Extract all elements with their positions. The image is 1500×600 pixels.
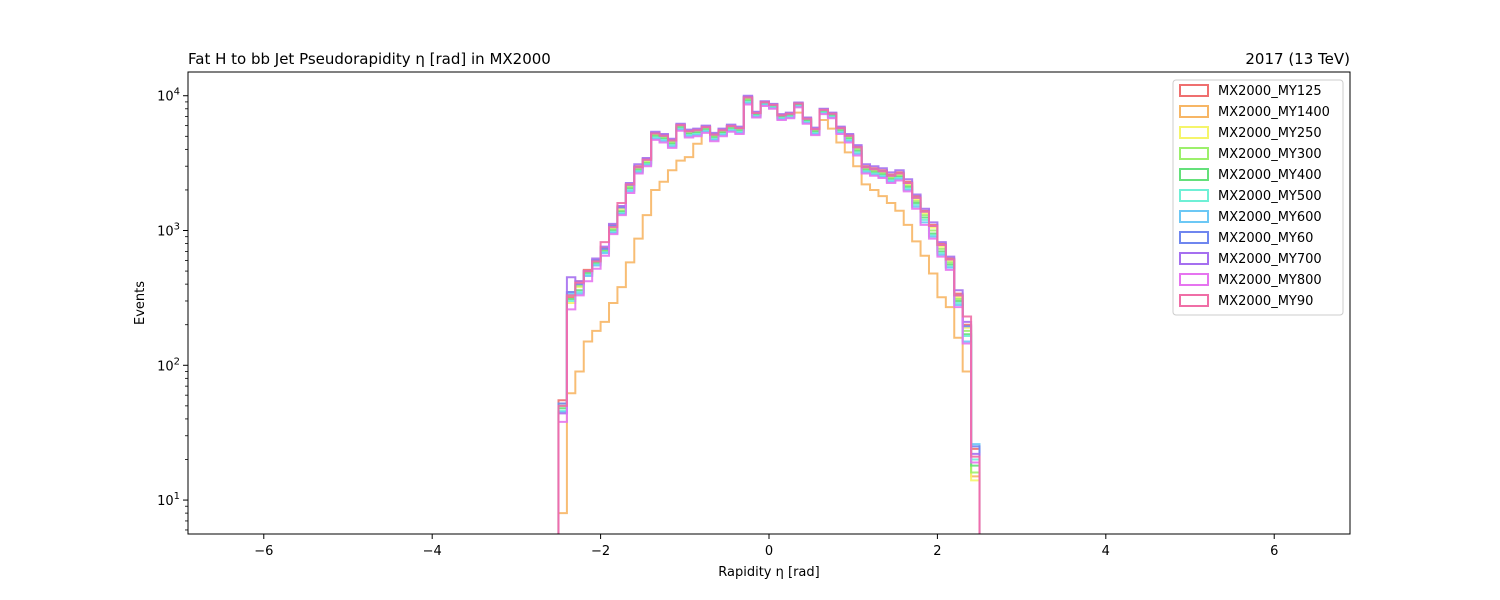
x-tick-label: −6	[254, 544, 273, 559]
y-tick-label: 101	[157, 491, 180, 509]
legend-swatch	[1179, 189, 1209, 202]
legend-label: MX2000_MY300	[1218, 147, 1322, 162]
y-axis-label: Events	[133, 281, 148, 325]
y-tick-exponent: 2	[174, 356, 180, 367]
x-tick-label: 2	[933, 544, 941, 559]
legend-swatch	[1179, 147, 1209, 160]
legend-box	[1172, 79, 1344, 316]
y-tick-exponent: 3	[174, 222, 180, 233]
legend-label: MX2000_MY600	[1218, 210, 1322, 225]
legend-label: MX2000_MY500	[1218, 189, 1322, 204]
x-axis: −6 −4 −2 0 2 4 6	[254, 534, 1278, 559]
legend-swatch	[1179, 273, 1209, 286]
legend-label: MX2000_MY700	[1218, 252, 1322, 267]
legend-swatch	[1179, 231, 1209, 244]
series-line-mx2000-my90	[557, 96, 981, 534]
chart-title-right: 2017 (13 TeV)	[1245, 50, 1350, 68]
legend-swatch	[1179, 105, 1209, 118]
legend: MX2000_MY125 MX2000_MY1400 MX2000_MY250 MX2…	[1172, 79, 1344, 316]
series-layer	[557, 94, 981, 534]
legend-label: MX2000_MY60	[1218, 231, 1313, 246]
legend-label: MX2000_MY125	[1218, 84, 1322, 99]
x-tick-label: 6	[1270, 544, 1278, 559]
legend-swatch	[1179, 252, 1209, 265]
legend-swatch	[1179, 126, 1209, 139]
legend-label: MX2000_MY400	[1218, 168, 1322, 183]
legend-label: MX2000_MY90	[1218, 294, 1313, 309]
x-tick-label: 4	[1102, 544, 1110, 559]
y-tick-exponent: 4	[174, 87, 180, 98]
legend-swatch	[1179, 210, 1209, 223]
x-tick-label: 0	[765, 544, 773, 559]
legend-label: MX2000_MY250	[1218, 126, 1322, 141]
legend-label: MX2000_MY1400	[1218, 105, 1330, 120]
y-tick-base: 10	[157, 225, 174, 240]
chart-title: Fat H to bb Jet Pseudorapidity η [rad] i…	[188, 50, 551, 68]
y-tick-base: 10	[157, 494, 174, 509]
x-axis-label: Rapidity η [rad]	[718, 565, 819, 580]
x-tick-label: −4	[423, 544, 442, 559]
y-tick-base: 10	[157, 359, 174, 374]
y-tick-label: 104	[157, 87, 180, 105]
y-tick-label: 103	[157, 222, 180, 240]
legend-swatch	[1179, 168, 1209, 181]
x-tick-label: −2	[591, 544, 610, 559]
y-tick-exponent: 1	[174, 491, 180, 502]
legend-label: MX2000_MY800	[1218, 273, 1322, 288]
legend-swatch	[1179, 294, 1209, 307]
y-tick-label: 102	[157, 356, 180, 374]
y-tick-base: 10	[157, 90, 174, 105]
legend-swatch	[1179, 84, 1209, 97]
plot-area	[188, 72, 1350, 534]
